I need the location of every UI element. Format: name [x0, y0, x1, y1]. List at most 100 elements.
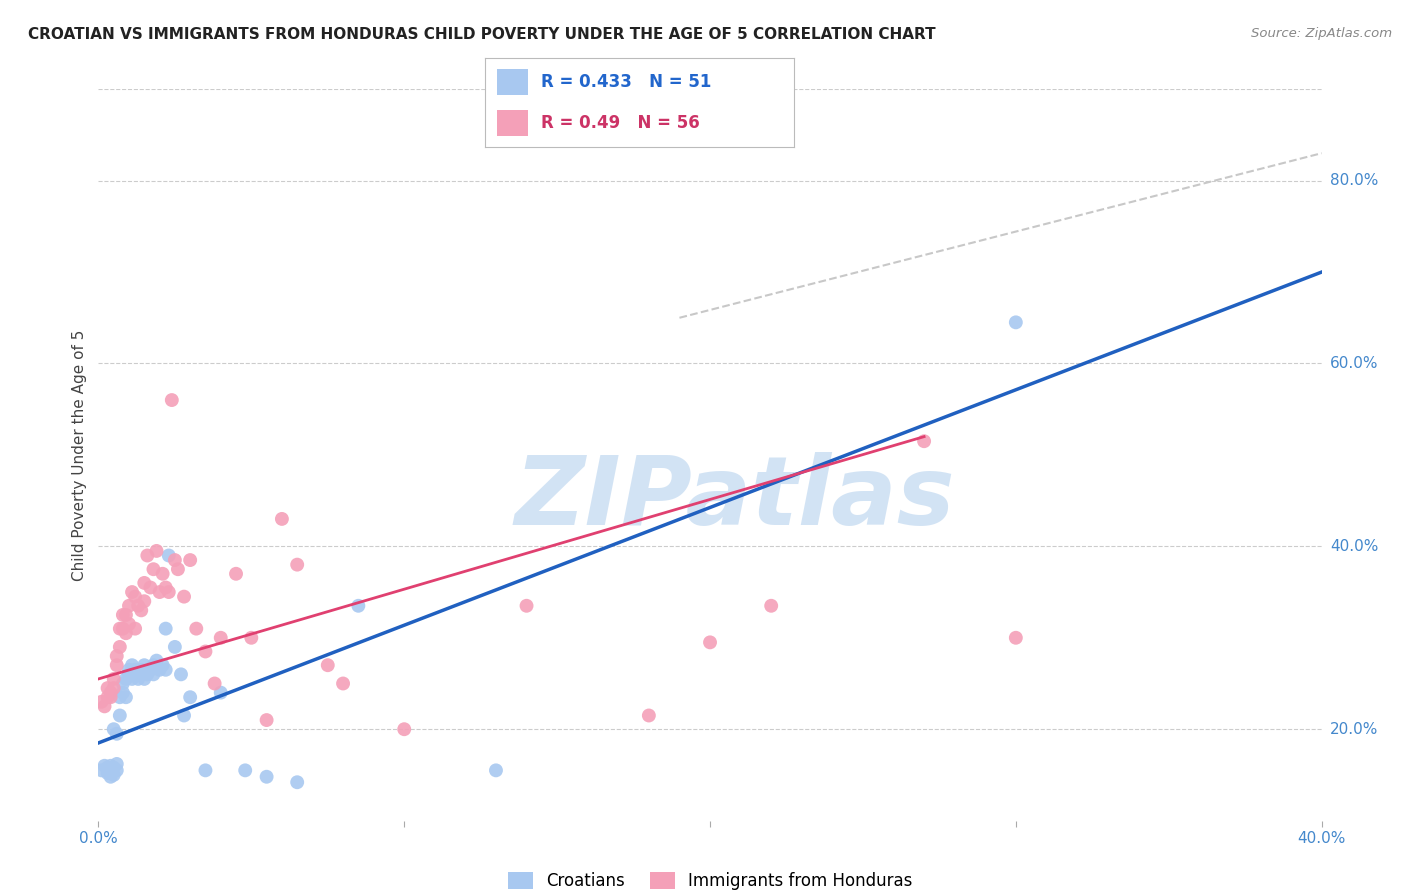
Point — [115, 672, 138, 686]
Point — [103, 672, 125, 686]
Point — [93, 758, 115, 772]
Text: R = 0.433   N = 51: R = 0.433 N = 51 — [541, 73, 711, 91]
Point — [516, 599, 538, 613]
Text: CROATIAN VS IMMIGRANTS FROM HONDURAS CHILD POVERTY UNDER THE AGE OF 5 CORRELATIO: CROATIAN VS IMMIGRANTS FROM HONDURAS CHI… — [28, 27, 936, 42]
Text: R = 0.49   N = 56: R = 0.49 N = 56 — [541, 114, 700, 132]
Point — [256, 713, 278, 727]
Point — [160, 392, 183, 407]
Point — [100, 690, 122, 705]
Point — [93, 699, 115, 714]
Point — [209, 685, 232, 699]
Point — [118, 667, 141, 681]
Point — [115, 607, 138, 622]
Point — [97, 681, 120, 695]
Point — [105, 727, 128, 741]
Point — [194, 644, 217, 658]
Point — [157, 549, 180, 563]
Point — [105, 649, 128, 664]
Point — [97, 766, 120, 780]
Point — [115, 690, 138, 705]
Point — [111, 676, 134, 690]
Point — [100, 685, 122, 699]
Point — [145, 544, 167, 558]
Point — [111, 607, 134, 622]
Point — [485, 764, 508, 778]
Point — [256, 770, 278, 784]
Point — [1004, 631, 1026, 645]
Point — [121, 585, 143, 599]
Point — [103, 768, 125, 782]
Point — [139, 581, 162, 595]
Point — [179, 553, 201, 567]
Point — [316, 658, 339, 673]
Point — [149, 585, 172, 599]
Point — [332, 676, 354, 690]
Point — [108, 690, 131, 705]
Point — [285, 775, 308, 789]
Bar — [498, 69, 529, 95]
Point — [152, 658, 174, 673]
Point — [170, 667, 193, 681]
Point — [759, 599, 782, 613]
Point — [155, 622, 177, 636]
Point — [100, 758, 122, 772]
Point — [105, 764, 128, 778]
Point — [155, 581, 177, 595]
Point — [103, 681, 125, 695]
Point — [699, 635, 721, 649]
Point — [270, 512, 292, 526]
Point — [149, 663, 172, 677]
Point — [145, 654, 167, 668]
Point — [912, 434, 935, 449]
Point — [173, 590, 195, 604]
Point — [97, 690, 120, 705]
Point — [637, 708, 661, 723]
Point — [90, 695, 112, 709]
Point — [90, 764, 112, 778]
Point — [108, 708, 131, 723]
Point — [97, 761, 120, 775]
Point — [111, 622, 134, 636]
Point — [1004, 315, 1026, 329]
Point — [103, 761, 125, 775]
Point — [155, 663, 177, 677]
Point — [194, 764, 217, 778]
Point — [115, 626, 138, 640]
Point — [100, 770, 122, 784]
Point — [103, 723, 125, 737]
Legend: Croatians, Immigrants from Honduras: Croatians, Immigrants from Honduras — [501, 865, 920, 892]
Point — [124, 622, 146, 636]
Y-axis label: Child Poverty Under the Age of 5: Child Poverty Under the Age of 5 — [72, 329, 87, 581]
Point — [129, 603, 152, 617]
Point — [134, 672, 156, 686]
Point — [285, 558, 308, 572]
Point — [163, 640, 186, 654]
Point — [240, 631, 263, 645]
Point — [127, 672, 149, 686]
Point — [129, 663, 152, 677]
Point — [134, 576, 156, 591]
Point — [134, 658, 156, 673]
Text: Source: ZipAtlas.com: Source: ZipAtlas.com — [1251, 27, 1392, 40]
Point — [179, 690, 201, 705]
Point — [142, 562, 165, 576]
Text: 60.0%: 60.0% — [1330, 356, 1378, 371]
Point — [118, 663, 141, 677]
Point — [124, 663, 146, 677]
Text: 40.0%: 40.0% — [1330, 539, 1378, 554]
Point — [121, 658, 143, 673]
Point — [204, 676, 226, 690]
Point — [167, 562, 190, 576]
Point — [121, 672, 143, 686]
Point — [233, 764, 256, 778]
Point — [118, 617, 141, 632]
Point — [108, 640, 131, 654]
Bar — [498, 110, 529, 136]
Text: 80.0%: 80.0% — [1330, 173, 1378, 188]
Point — [127, 599, 149, 613]
Point — [139, 663, 162, 677]
Point — [186, 622, 208, 636]
Point — [392, 723, 416, 737]
Point — [124, 590, 146, 604]
Point — [124, 667, 146, 681]
